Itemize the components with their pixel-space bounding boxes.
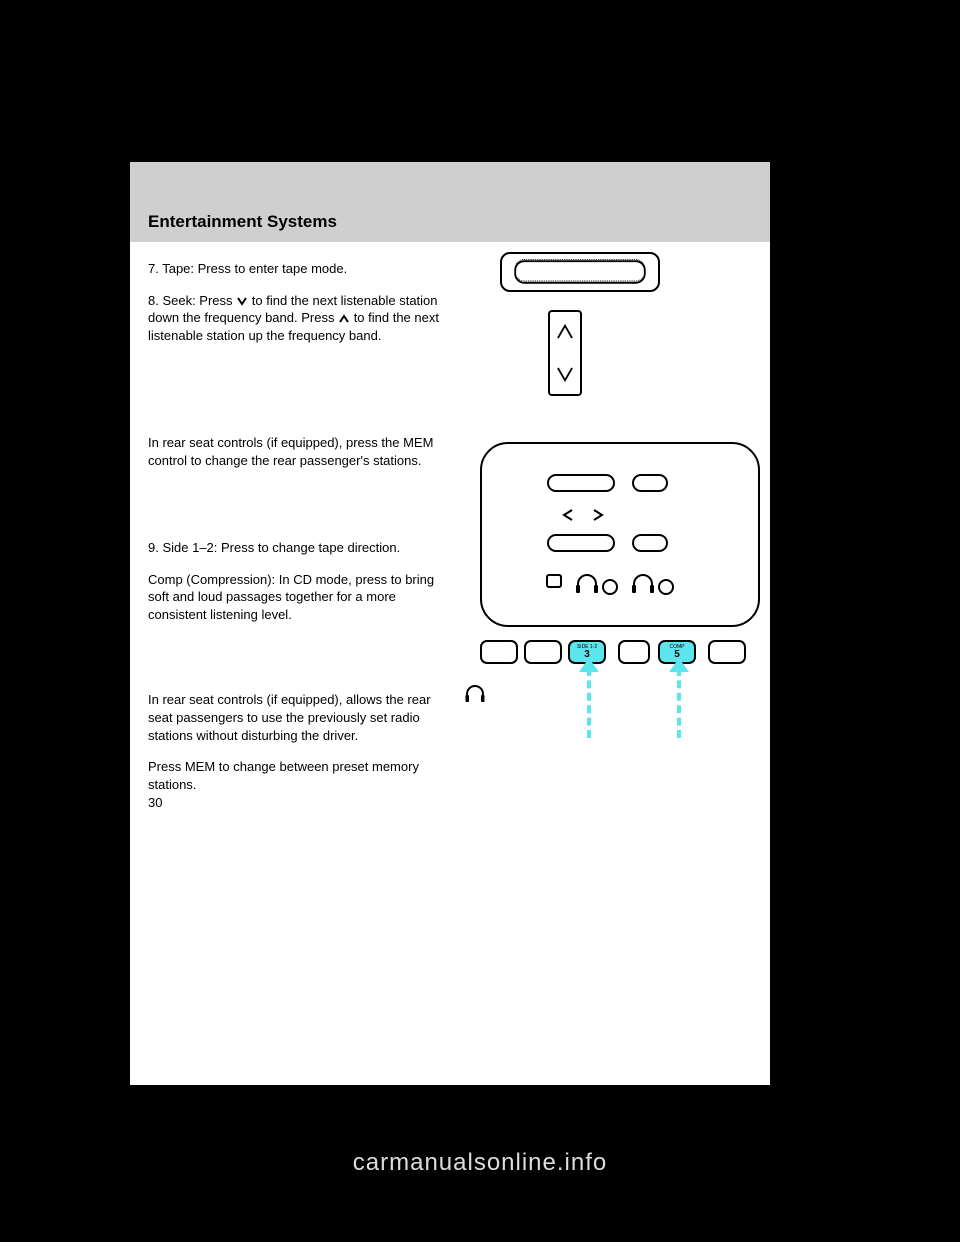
section-header: Entertainment Systems bbox=[130, 160, 770, 242]
right-arrow-icon bbox=[590, 508, 606, 527]
headphone-b-icon bbox=[630, 570, 656, 601]
down-arrow-icon bbox=[236, 296, 248, 306]
tape-button-figure bbox=[500, 252, 660, 292]
up-arrow-icon bbox=[338, 314, 350, 324]
content-area: SIDE 1-2 3 COMP 5 7. Tape: Press bbox=[130, 242, 770, 825]
para-side12: 9. Side 1–2: Press to change tape direct… bbox=[148, 539, 458, 557]
para-tape: 7. Tape: Press to enter tape mode. bbox=[148, 260, 458, 278]
page-number: 30 bbox=[148, 794, 162, 812]
seek-rocker-figure bbox=[548, 310, 582, 396]
headphone-inline-icon bbox=[464, 682, 486, 709]
square-button-graphic bbox=[546, 574, 562, 588]
para-seek: 8. Seek: Press to find the next listenab… bbox=[148, 292, 458, 345]
page: Entertainment Systems bbox=[130, 160, 770, 1085]
arrow-to-preset-5 bbox=[677, 668, 681, 738]
preset-6-graphic bbox=[708, 640, 746, 664]
mem-button-graphic bbox=[547, 474, 615, 492]
jack-b-icon bbox=[658, 579, 674, 595]
para-rear-mem: In rear seat controls (if equipped), pre… bbox=[148, 434, 458, 469]
headphone-a-icon bbox=[574, 570, 600, 601]
preset-1-graphic bbox=[480, 640, 518, 664]
left-arrow-icon bbox=[560, 508, 576, 527]
section-title: Entertainment Systems bbox=[148, 212, 752, 232]
jack-a-icon bbox=[602, 579, 618, 595]
rear-controls-figure bbox=[480, 442, 760, 627]
para-rear-preset: In rear seat controls (if equipped), all… bbox=[148, 691, 458, 744]
preset-buttons-figure: SIDE 1-2 3 COMP 5 bbox=[480, 640, 760, 770]
para-seek-a: 8. Seek: Press bbox=[148, 293, 236, 308]
para-comp: Comp (Compression): In CD mode, press to… bbox=[148, 571, 458, 624]
preset-2-graphic bbox=[524, 640, 562, 664]
arrow-to-preset-3 bbox=[587, 668, 591, 738]
preset-4-graphic bbox=[618, 640, 650, 664]
media-button-graphic bbox=[632, 534, 668, 552]
seek-button-graphic bbox=[547, 534, 615, 552]
para-mem-press: Press MEM to change between preset memor… bbox=[148, 758, 458, 793]
vol-button-graphic bbox=[632, 474, 668, 492]
watermark: carmanualsonline.info bbox=[353, 1149, 607, 1177]
text-column: 7. Tape: Press to enter tape mode. 8. Se… bbox=[148, 260, 458, 793]
